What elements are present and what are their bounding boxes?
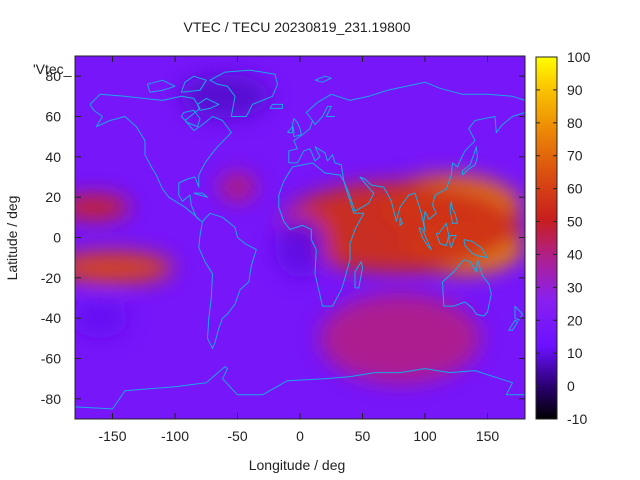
coastline — [180, 109, 201, 128]
chart-title: VTEC / TECU 20230819_231.19800 — [183, 19, 410, 35]
colorbar-tick-label: 80 — [567, 115, 583, 131]
heatmap-feature — [75, 298, 128, 339]
x-tick-label: 0 — [296, 428, 304, 444]
coastline — [462, 146, 478, 176]
heatmap-features — [75, 74, 523, 384]
coastline — [354, 261, 363, 289]
colorbar: -10 0 10 20 30 40 50 60 70 80 90 100 — [535, 49, 591, 427]
coastline — [449, 201, 458, 224]
heatmap-feature — [75, 195, 129, 220]
colorbar-gradient — [535, 56, 558, 420]
x-tick-label: 150 — [476, 428, 500, 444]
series-label: 'Vtec_ — [33, 61, 72, 77]
colorbar-tick-label: 30 — [567, 279, 583, 295]
coastline-overlay — [75, 69, 525, 410]
coastline — [147, 79, 176, 93]
coastline — [463, 239, 488, 259]
coastline — [288, 112, 525, 232]
coastline — [442, 259, 492, 317]
colorbar-tick-label: 10 — [567, 345, 583, 361]
x-tick-label: -100 — [161, 428, 189, 444]
coastline — [180, 75, 207, 93]
coastline — [287, 126, 293, 134]
y-tick-label: -40 — [41, 310, 61, 326]
coastline — [209, 69, 278, 117]
y-tick-label: -60 — [41, 351, 61, 367]
coastline — [312, 105, 335, 126]
heatmap-feature — [75, 251, 173, 284]
y-tick-label: -80 — [41, 391, 61, 407]
colorbar-tick-label: 50 — [567, 214, 583, 230]
x-axis-label: Longitude / deg — [249, 457, 346, 473]
y-axis-label: Latitude / deg — [4, 196, 20, 281]
x-tick-label: 50 — [355, 428, 371, 444]
colorbar-tick-label: 20 — [567, 312, 583, 328]
coastline — [278, 162, 365, 307]
coastline — [418, 226, 432, 251]
coastline — [269, 103, 283, 109]
coastline — [514, 305, 523, 321]
coastline — [508, 319, 518, 331]
colorbar-tick-label: 60 — [567, 181, 583, 197]
coastline — [292, 118, 302, 138]
colorbar-tick-label: 90 — [567, 82, 583, 98]
heatmap-feature — [180, 74, 270, 119]
coastline — [193, 192, 208, 198]
coastline — [75, 366, 525, 410]
y-tick-label: 40 — [45, 149, 61, 165]
coastline — [288, 81, 525, 163]
colorbar-tick-label: 0 — [567, 378, 575, 394]
y-tick-label: 0 — [53, 230, 61, 246]
colorbar-ticks: -10 0 10 20 30 40 50 60 70 80 90 100 — [536, 49, 591, 427]
heatmap-feature — [219, 173, 256, 202]
y-tick-label: -20 — [41, 270, 61, 286]
colorbar-tick-label: -10 — [567, 411, 587, 427]
coastline — [89, 93, 232, 222]
x-tick-label: 100 — [413, 428, 437, 444]
coastline — [197, 97, 220, 111]
heatmap-feature — [320, 293, 480, 384]
coastline — [399, 217, 403, 226]
colorbar-tick-label: 70 — [567, 148, 583, 164]
colorbar-tick-label: 40 — [567, 246, 583, 262]
y-tick-label: 80 — [45, 68, 61, 84]
coastline — [314, 75, 332, 83]
x-axis-ticks: -150 -100 -50 0 50 100 150 — [98, 56, 499, 444]
y-tick-label: 60 — [45, 109, 61, 125]
x-tick-label: -50 — [227, 428, 247, 444]
heatmap-feature — [275, 217, 325, 278]
y-axis-ticks: -80 -60 -40 -20 0 20 40 60 80 — [41, 68, 525, 407]
y-tick-label: 20 — [45, 189, 61, 205]
coastline — [448, 235, 457, 249]
heatmap-plot-area — [74, 55, 526, 420]
heatmap-feature — [280, 182, 520, 273]
colorbar-tick-label: 100 — [567, 49, 591, 65]
coastline — [435, 222, 450, 247]
x-tick-label: -150 — [98, 428, 126, 444]
coastline — [198, 212, 257, 349]
